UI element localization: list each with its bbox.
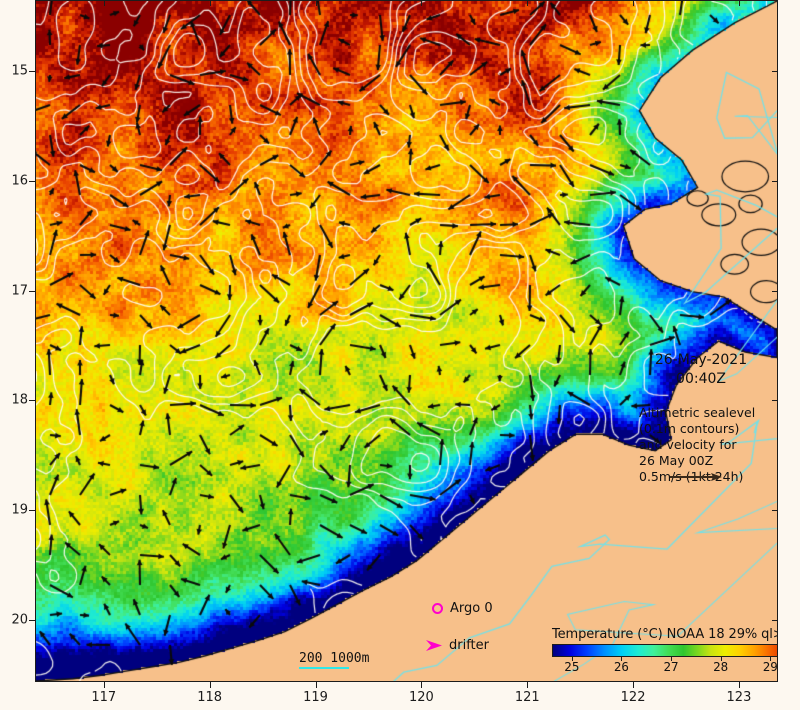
y-axis-tick: [772, 290, 778, 292]
x-axis-tick: [738, 0, 740, 6]
y-axis-tick-label: 15: [11, 63, 28, 79]
y-axis-tick: [29, 290, 35, 292]
stamp-time: 00:40Z: [676, 370, 726, 387]
x-axis-tick: [738, 682, 740, 688]
colorbar-tick-label: 28: [713, 659, 729, 674]
colorbar-ticks: 25 26 27 28 29: [552, 657, 778, 674]
x-axis-tick: [633, 0, 635, 6]
y-axis-tick: [29, 619, 35, 621]
y-axis-tick: [772, 619, 778, 621]
y-axis-tick: [772, 180, 778, 182]
arrowhead-icon: [426, 640, 442, 651]
x-axis-tick-label: 120: [408, 690, 434, 705]
x-axis-tick: [315, 0, 317, 6]
x-axis-tick-label: 122: [620, 690, 646, 705]
velocity-scale-arrow-icon: [670, 473, 722, 481]
x-axis-tick: [527, 0, 529, 6]
colorbar: Temperature (°C) NOAA 18 29% ql>=2 25 26 2…: [552, 627, 778, 674]
x-axis-tick: [315, 682, 317, 688]
y-axis-tick: [29, 510, 35, 511]
date-time-stamp: 26-May-2021 00:40Z: [636, 351, 766, 389]
colorbar-tick: [770, 657, 772, 661]
colorbar-tick: [571, 657, 573, 661]
x-axis-tick: [103, 0, 105, 6]
x-axis-tick-label: 119: [303, 690, 328, 705]
x-axis-tick: [633, 682, 635, 688]
legend-argo: Argo 0: [432, 601, 493, 616]
y-axis-tick: [772, 71, 778, 73]
legend-drifter-label: drifter: [449, 638, 489, 653]
legend-bathymetry: 200 1000m: [299, 651, 369, 669]
y-axis-tick-label: 18: [11, 392, 28, 408]
y-axis-tick: [29, 180, 35, 182]
sst-raster-layer: [36, 1, 777, 681]
colorbar-tick: [621, 657, 623, 661]
x-axis-tick: [209, 682, 211, 688]
y-axis-tick: [772, 400, 778, 402]
map-plot-area[interactable]: 26-May-2021 00:40Z Altimetric sealevel (…: [35, 0, 778, 682]
x-axis-tick-label: 123: [726, 690, 752, 705]
colorbar-gradient: [552, 644, 777, 657]
x-axis-tick: [209, 0, 211, 6]
x-axis-tick-label: 118: [197, 690, 223, 705]
legend-argo-label: Argo 0: [450, 601, 493, 616]
x-axis-tick: [421, 0, 423, 6]
y-axis-tick-label: 17: [11, 283, 28, 299]
x-axis-tick: [421, 682, 423, 688]
stamp-date: 26-May-2021: [654, 352, 748, 368]
x-axis-tick: [527, 682, 529, 688]
y-axis-tick-label: 20: [11, 612, 28, 628]
colorbar-tick-label: 27: [663, 659, 679, 674]
y-axis-tick: [29, 71, 35, 73]
y-axis-tick-label: 19: [11, 502, 28, 518]
legend-bathymetry-label: 200 1000m: [299, 651, 370, 666]
altimetry-description: Altimetric sealevel (0.1m contours) and …: [639, 405, 756, 484]
colorbar-tick-label: 26: [613, 659, 629, 674]
colorbar-tick: [720, 657, 722, 661]
colorbar-tick-label: 29: [762, 659, 778, 674]
x-axis-tick: [103, 682, 105, 688]
colorbar-tick: [671, 657, 673, 661]
x-axis-tick-label: 121: [514, 690, 540, 705]
y-axis-tick: [29, 400, 35, 402]
legend-drifter: drifter: [426, 638, 489, 653]
circle-outline-icon: [432, 603, 443, 614]
y-axis-tick-label: 16: [11, 173, 28, 189]
bathymetry-line-swatch: [299, 667, 349, 669]
colorbar-tick-label: 25: [564, 659, 580, 674]
y-axis-tick: [772, 510, 778, 511]
x-axis-tick-label: 117: [91, 690, 117, 705]
colorbar-title: Temperature (°C) NOAA 18 29% ql>=2: [552, 627, 778, 642]
